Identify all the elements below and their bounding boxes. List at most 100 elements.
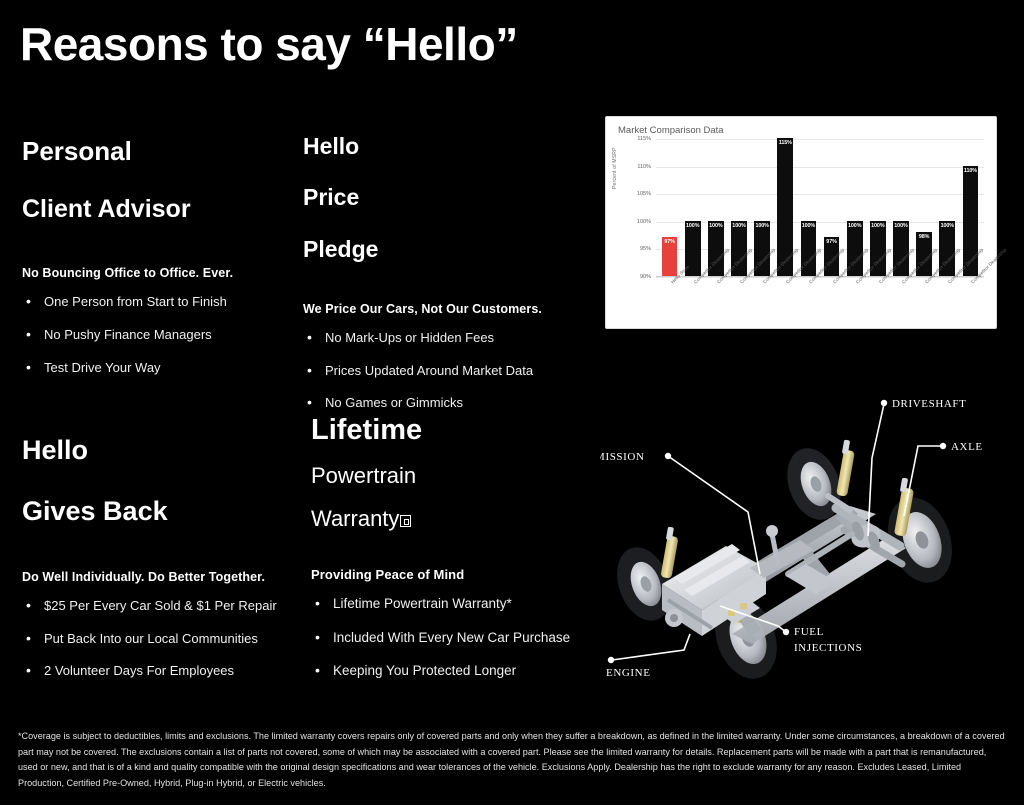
differential <box>851 521 881 551</box>
chart-bar-value-label: 100% <box>732 222 746 229</box>
heading-line-1: Lifetime <box>311 413 423 446</box>
disclaimer-text: *Coverage is subject to deductibles, lim… <box>18 731 1005 788</box>
heading-line-1: Hello <box>303 132 360 159</box>
wheel-rear-left <box>787 448 841 520</box>
chart-x-slot: Competitor Dealership <box>889 247 938 323</box>
chart-bar: 100% <box>800 220 817 276</box>
section-heading: Hello Gives Back <box>22 405 302 556</box>
section-heading: Lifetime Powertrain Warranty <box>311 396 601 549</box>
heading-line-2: Powertrain <box>311 463 417 489</box>
driveshaft-tube <box>785 531 855 577</box>
chart-bar-value-label: 110% <box>963 167 977 174</box>
section-subheading: Do Well Individually. Do Better Together… <box>22 570 266 585</box>
callout-label-fuel: FUEL <box>794 626 824 638</box>
heading-line-3: Warranty <box>311 505 601 532</box>
callout-dot <box>939 442 947 450</box>
chart-bar: 100% <box>707 220 724 276</box>
chart-x-slot: Competitor Dealership <box>681 247 730 323</box>
chart-bar: 100% <box>684 220 701 276</box>
heading-line-2: Client Advisor <box>22 195 191 224</box>
chart-bar-slot: 100% <box>727 139 750 276</box>
list-item: No Games or Gimmicks <box>303 394 593 411</box>
heading-line-3: Pledge <box>303 235 379 262</box>
chart-y-tick-label: 100% <box>636 218 651 225</box>
chart-bar-value-label: 97% <box>826 239 837 246</box>
chart-x-slot: Competitor Dealership <box>751 247 799 323</box>
section-hello-price-pledge: Hello Price Pledge We Price Our Cars, No… <box>303 108 593 428</box>
heading-line-2: Gives Back <box>22 495 168 526</box>
list-item: Test Drive Your Way <box>22 359 292 376</box>
car-chassis-diagram: DRIVESHAFT AXLE TRANSMISSION FUEL INJECT… <box>600 388 1020 684</box>
callout-transmission: TRANSMISSION <box>600 451 761 575</box>
market-comparison-chart-card: Market Comparison Data Percent of MSRP 9… <box>605 116 1008 329</box>
list-item: 2 Volunteer Days For Employees <box>22 662 302 679</box>
section-hello-gives-back: Hello Gives Back Do Well Individually. D… <box>22 405 302 696</box>
chart-bar: 100% <box>846 220 863 276</box>
chart-bar: 100% <box>754 220 770 276</box>
chart-y-tick-label: 95% <box>639 246 651 253</box>
callout-dot <box>664 452 672 460</box>
spring-rear-left <box>836 439 855 497</box>
callout-label-transmission: TRANSMISSION <box>600 451 645 463</box>
chart-bar: 100% <box>893 220 909 276</box>
chart-x-slot: Competitor Dealership <box>959 247 1007 323</box>
chart-x-slot: Competitor Dealership <box>704 247 753 323</box>
wheel-front-left <box>617 547 671 621</box>
chart-bar-value-label: 97% <box>664 239 675 246</box>
chart-bar: 110% <box>962 165 979 276</box>
chart-bar-value-label: 100% <box>686 222 700 229</box>
chart-bar-slot: 100% <box>704 139 727 276</box>
chart-bar: 100% <box>869 220 886 276</box>
chassis-illustration: DRIVESHAFT AXLE TRANSMISSION FUEL INJECT… <box>600 398 982 679</box>
chart-bar: 97% <box>661 237 678 276</box>
chart-x-slot: Competitor Dealership <box>774 247 822 323</box>
chart-bar-value-label: 100% <box>755 222 769 229</box>
section-personal-client-advisor: Personal Client Advisor No Bouncing Offi… <box>22 108 292 392</box>
chart-bar-slot: 98% <box>913 139 936 276</box>
list-item: Keeping You Protected Longer <box>311 662 601 679</box>
chart-y-tick-label: 110% <box>637 163 651 170</box>
section-lifetime-powertrain-warranty: Lifetime Powertrain Warranty Providing P… <box>311 396 601 696</box>
chart-bar-value-label: 100% <box>894 222 908 229</box>
chart-bar-slot: 97% <box>820 139 843 276</box>
list-item: One Person from Start to Finish <box>22 293 292 310</box>
missing-glyph-icon <box>400 514 412 527</box>
section-subheading: No Bouncing Office to Office. Ever. <box>22 266 234 281</box>
callout-dot <box>880 399 888 407</box>
chart-bar-slot: 100% <box>936 139 959 276</box>
heading-line-3-text: Warranty <box>311 505 400 531</box>
chart-x-ticks: Hello Store Competitor Dealership Competit… <box>656 247 1008 323</box>
bullet-list: $25 Per Every Car Sold & $1 Per Repair P… <box>22 597 302 679</box>
list-item: Prices Updated Around Market Data <box>303 362 593 379</box>
chart-bar-slot: 97% <box>658 139 681 276</box>
chart-bar: 97% <box>823 237 840 276</box>
chart-plot-area: 90% 95% 100% 105% 110% 115% 97% 100% 100% 100% 10… <box>628 136 1008 325</box>
heading-line-1: Personal <box>22 136 132 167</box>
chart-plot: 97% 100% 100% 100% 100% 115% 100% 97% 100% 100% 10… <box>656 138 984 278</box>
chart-bar: 100% <box>939 220 956 276</box>
section-subheading: We Price Our Cars, Not Our Customers. <box>303 302 542 317</box>
callout-dot <box>607 656 615 664</box>
fuel-injection-rail <box>726 602 760 624</box>
bullet-list: One Person from Start to Finish No Pushy… <box>22 293 292 376</box>
chart-x-slot: Competitor Dealership <box>843 247 892 323</box>
list-item: Put Back Into our Local Communities <box>22 630 302 647</box>
chart-bar-slot: 100% <box>751 139 774 276</box>
chart-bar-value-label: 115% <box>778 140 792 146</box>
chart-y-axis-label: Percent of MSRP <box>612 147 618 189</box>
spring-front-left <box>661 526 678 579</box>
callout-label-injections: INJECTIONS <box>794 642 862 654</box>
list-item: Lifetime Powertrain Warranty* <box>311 595 601 612</box>
callout-engine: ENGINE <box>606 633 691 679</box>
chart-bar-value-label: 100% <box>940 222 954 229</box>
chart-gridline <box>656 221 984 223</box>
list-item: No Mark-Ups or Hidden Fees <box>303 329 593 346</box>
heading-line-2: Price <box>303 184 360 211</box>
callout-label-engine: ENGINE <box>606 667 651 679</box>
bullet-list: Lifetime Powertrain Warranty* Included W… <box>311 595 601 679</box>
chart-bar-value-label: 100% <box>871 222 885 229</box>
chart-x-slot: Hello Store <box>658 264 690 323</box>
chart-bar-slot: 100% <box>889 139 912 276</box>
chart-bar-slot: 100% <box>797 139 820 276</box>
